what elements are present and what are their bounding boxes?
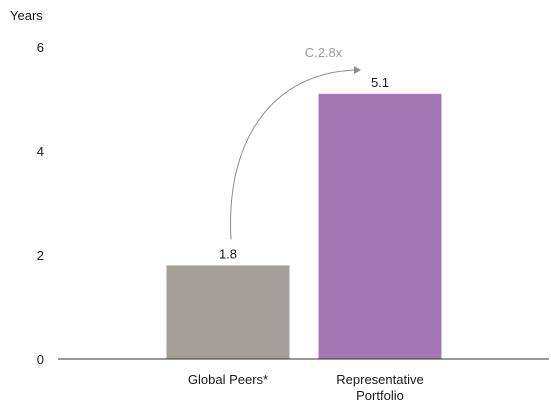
y-tick-label: 4 bbox=[37, 144, 44, 159]
category-label: Portfolio bbox=[356, 388, 404, 403]
growth-arrow bbox=[230, 66, 361, 240]
category-label: Global Peers* bbox=[188, 372, 268, 387]
bar-representative-portfolio bbox=[318, 93, 442, 360]
growth-annotation-label: C.2.8x bbox=[305, 45, 343, 60]
y-tick-label: 0 bbox=[37, 352, 44, 367]
category-label: Representative bbox=[336, 372, 423, 387]
y-tick-label: 6 bbox=[37, 40, 44, 55]
bars bbox=[166, 93, 442, 360]
y-axis-ticks: 0 2 4 6 bbox=[37, 40, 44, 367]
y-tick-label: 2 bbox=[37, 248, 44, 263]
data-label: 5.1 bbox=[371, 75, 389, 90]
bar-global-peers bbox=[166, 265, 290, 359]
data-labels: 1.8 5.1 bbox=[219, 75, 389, 262]
y-axis-unit-label: Years bbox=[10, 8, 43, 23]
growth-annotation: C.2.8x bbox=[230, 45, 361, 240]
data-label: 1.8 bbox=[219, 246, 237, 261]
